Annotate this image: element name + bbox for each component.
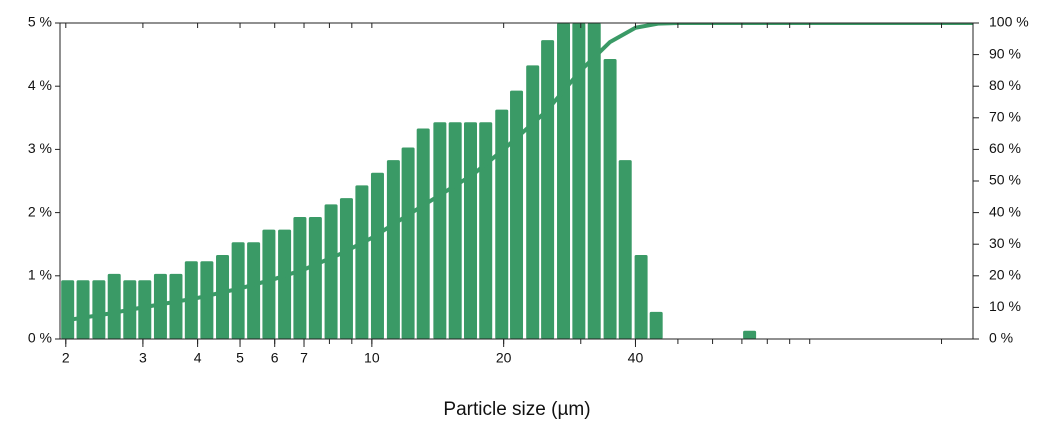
bar: [401, 147, 415, 339]
bar: [433, 122, 447, 339]
cumulative-line: [67, 23, 973, 323]
x-tick-label: 20: [496, 350, 512, 366]
bar: [262, 229, 276, 339]
bar: [339, 198, 353, 339]
bar: [526, 65, 540, 339]
bar: [386, 160, 400, 339]
bar: [587, 23, 601, 339]
x-axis-label: Particle size (µm): [443, 399, 590, 420]
bar: [308, 217, 322, 339]
bar: [107, 273, 121, 339]
y-tick-label: 0 %: [28, 330, 52, 346]
y-tick-label: 5 %: [28, 14, 52, 30]
y-tick-label: 1 %: [28, 267, 52, 283]
bar: [448, 122, 462, 339]
bar: [76, 280, 90, 339]
bar: [324, 204, 338, 339]
x-tick-label: 6: [271, 350, 279, 366]
bar: [293, 217, 307, 339]
y2-tick-label: 50 %: [989, 172, 1021, 188]
bar: [572, 23, 586, 339]
y2-tick-label: 80 %: [989, 77, 1021, 93]
bar: [355, 185, 369, 339]
bar: [649, 311, 663, 339]
bar: [61, 280, 75, 339]
x-tick-label: 5: [236, 350, 244, 366]
y-tick-label: 4 %: [28, 77, 52, 93]
bar: [138, 280, 152, 339]
x-tick-label: 7: [300, 350, 308, 366]
y2-tick-label: 30 %: [989, 235, 1021, 251]
bar: [510, 90, 524, 339]
bar: [743, 330, 757, 339]
bar: [153, 273, 167, 339]
y2-tick-label: 40 %: [989, 203, 1021, 219]
bar: [200, 261, 214, 339]
bar: [557, 23, 571, 339]
y2-tick-label: 0 %: [989, 330, 1013, 346]
bar: [278, 229, 292, 339]
y2-tick-label: 70 %: [989, 109, 1021, 125]
bar: [169, 273, 183, 339]
bar: [416, 128, 430, 339]
bar: [479, 122, 493, 339]
y2-tick-label: 100 %: [989, 14, 1029, 30]
x-tick-label: 3: [139, 350, 147, 366]
x-tick-label: 10: [364, 350, 380, 366]
bar: [92, 280, 106, 339]
y2-tick-label: 20 %: [989, 267, 1021, 283]
x-tick-label: 40: [628, 350, 644, 366]
bar: [495, 109, 509, 339]
bar: [370, 172, 384, 339]
bar: [216, 254, 230, 339]
bar: [247, 242, 261, 339]
bar: [464, 122, 478, 339]
y2-tick-label: 90 %: [989, 45, 1021, 61]
bar: [541, 40, 555, 339]
bar: [634, 254, 648, 339]
y-tick-label: 2 %: [28, 203, 52, 219]
bar: [603, 59, 617, 339]
y2-tick-label: 60 %: [989, 140, 1021, 156]
bar: [618, 160, 632, 339]
x-tick-label: 4: [194, 350, 202, 366]
y2-tick-label: 10 %: [989, 298, 1021, 314]
x-tick-label: 2: [62, 350, 70, 366]
plot-marks: [61, 23, 973, 339]
y-tick-label: 3 %: [28, 140, 52, 156]
